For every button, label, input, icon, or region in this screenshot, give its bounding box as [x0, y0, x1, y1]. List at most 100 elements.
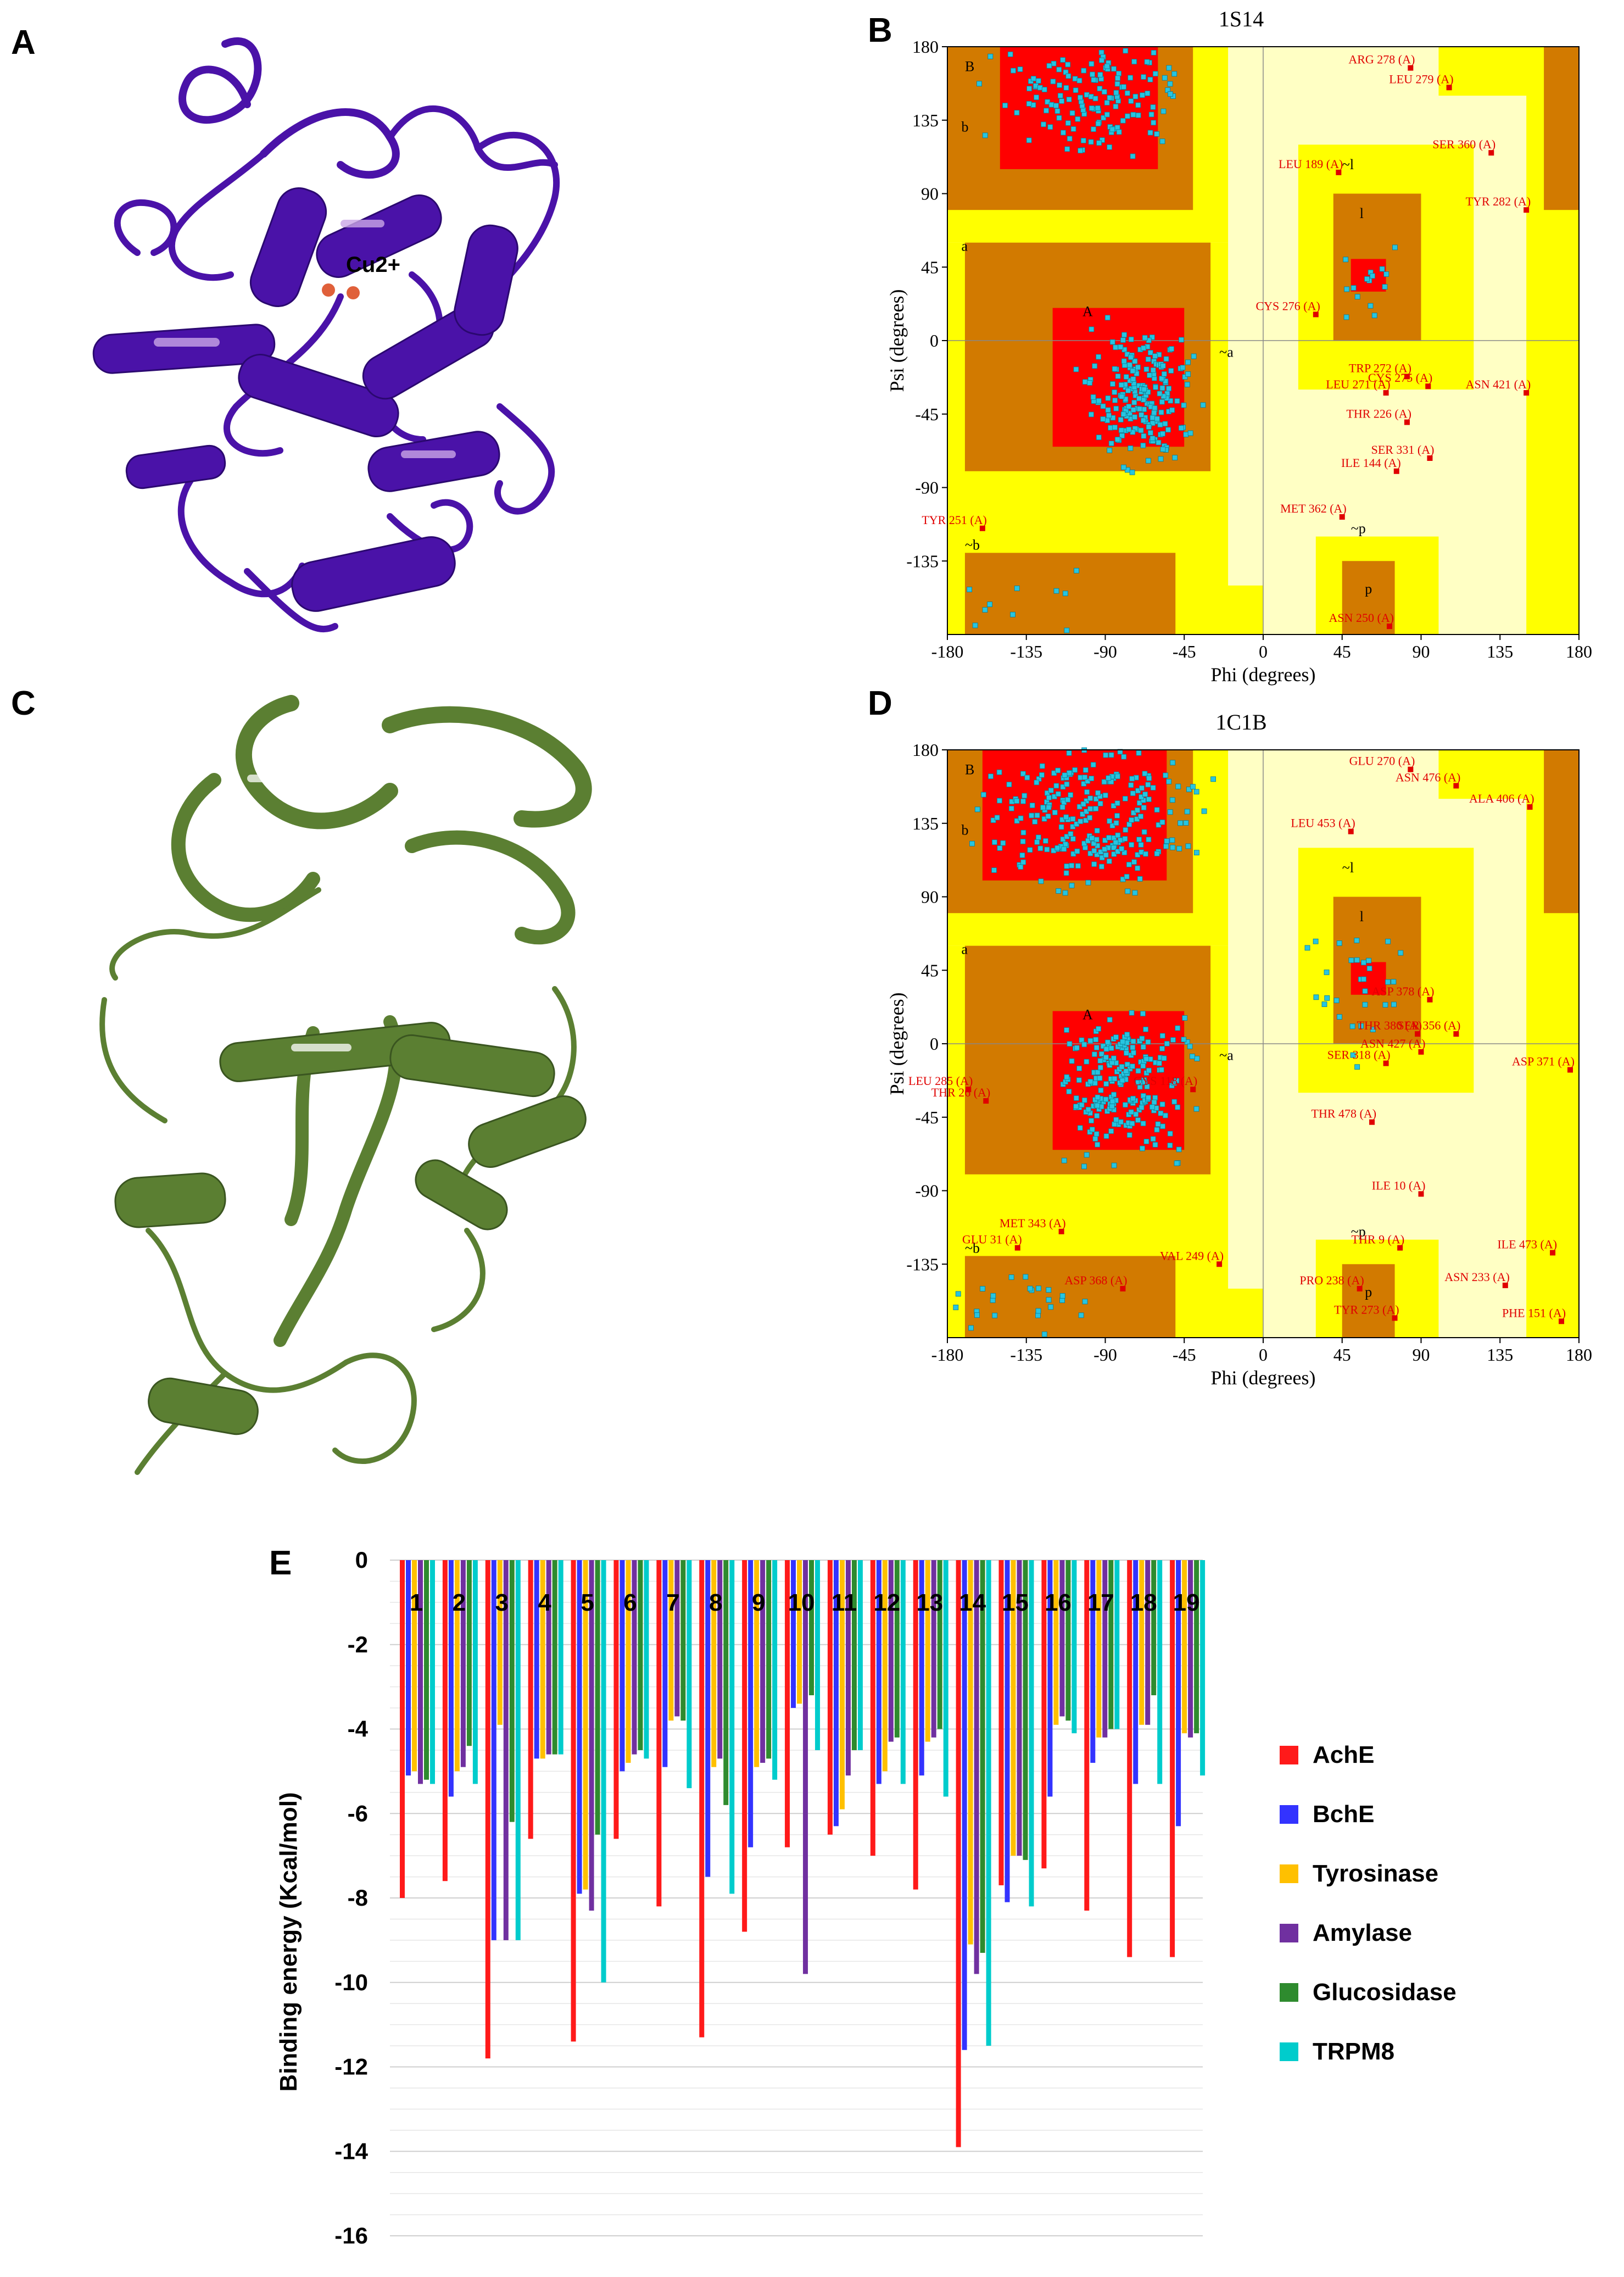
residue-point — [1141, 345, 1147, 351]
residue-point — [1098, 49, 1104, 55]
residue-point — [1112, 389, 1118, 395]
outlier-label: TYR 282 (A) — [1466, 194, 1531, 208]
residue-point — [1108, 779, 1114, 785]
residue-point — [1068, 831, 1074, 837]
residue-point — [1109, 1103, 1115, 1109]
residue-point — [1146, 458, 1151, 464]
residue-point — [1017, 66, 1023, 72]
residue-point — [1146, 1067, 1152, 1073]
residue-point — [1146, 1095, 1151, 1101]
y-tick-label: 180 — [912, 37, 939, 57]
residue-point — [1190, 784, 1196, 790]
bar-bche — [1090, 1560, 1096, 1763]
bar-glucosidase — [680, 1560, 686, 1721]
outlier-point — [1313, 311, 1319, 318]
residue-point — [1090, 394, 1096, 400]
region-label: l — [1360, 205, 1364, 221]
outlier-point — [1216, 1261, 1223, 1267]
residue-point — [1120, 337, 1126, 343]
bar-ache — [656, 1560, 662, 1907]
residue-point — [1180, 365, 1186, 371]
residue-point — [1129, 817, 1135, 823]
residue-point — [1085, 879, 1091, 886]
y-tick-label: 45 — [921, 257, 939, 277]
residue-point — [976, 81, 982, 87]
residue-point — [1115, 75, 1121, 81]
bar-trpm8 — [601, 1560, 606, 1983]
bar-trpm8 — [1157, 1560, 1163, 1784]
category-label: 14 — [959, 1589, 986, 1616]
residue-point — [1149, 1104, 1155, 1110]
residue-point — [1035, 78, 1041, 84]
residue-point — [1361, 976, 1366, 982]
residue-point — [1080, 801, 1086, 807]
residue-point — [1159, 1033, 1165, 1039]
x-tick-label: 90 — [1413, 642, 1430, 661]
residue-point — [1364, 276, 1370, 282]
bar-glucosidase — [466, 1560, 472, 1746]
residue-point — [1089, 61, 1095, 67]
bar-bche — [791, 1560, 796, 1708]
residue-point — [1111, 1162, 1117, 1168]
bar-tyrosinase — [1096, 1560, 1102, 1738]
residue-point — [1354, 957, 1360, 963]
residue-point — [1067, 1041, 1073, 1047]
ramachandran-plot-d: 1C1B Bb a Al p ~b ~a ~l ~p GLU 270 (A) ASN 476 (A… — [886, 714, 1592, 1389]
residue-point — [1064, 863, 1070, 869]
helix — [114, 1172, 226, 1228]
y-tick-label: -12 — [334, 2054, 368, 2080]
residue-point — [1035, 1312, 1041, 1318]
residue-point — [1078, 148, 1084, 154]
residue-point — [1019, 852, 1025, 858]
region-label: ~a — [1219, 1048, 1234, 1064]
residue-point — [1029, 812, 1035, 819]
bar-tyrosinase — [1053, 1560, 1059, 1725]
residue-point — [1074, 1045, 1080, 1051]
residue-point — [1092, 96, 1098, 102]
residue-point — [1053, 588, 1059, 594]
residue-point — [1093, 1037, 1099, 1043]
legend-item: TRPM8 — [1280, 2033, 1394, 2071]
residue-point — [1126, 861, 1132, 867]
residue-point — [1210, 776, 1216, 782]
residue-point — [1149, 415, 1156, 421]
region-label: b — [962, 822, 969, 838]
outlier-point — [1488, 150, 1494, 156]
ribbon-loop — [260, 108, 400, 179]
residue-point — [1040, 805, 1046, 810]
residue-point — [1183, 432, 1189, 437]
region-label: ~a — [1219, 344, 1234, 360]
residue-point — [1158, 409, 1164, 415]
residue-point — [1121, 754, 1127, 760]
residue-point — [1060, 57, 1066, 63]
residue-point — [1056, 115, 1062, 121]
protein-structure-a: Cu2+ — [92, 37, 560, 632]
residue-point — [1108, 1128, 1114, 1134]
bar-tyrosinase — [626, 1560, 631, 1763]
category-label: 2 — [453, 1589, 466, 1616]
bar-amylase — [888, 1560, 894, 1742]
residue-point — [1036, 1285, 1041, 1291]
residue-point — [1114, 800, 1120, 806]
outlier-label: CYS 118 (A) — [1134, 1074, 1198, 1088]
residue-point — [1006, 782, 1012, 787]
bar-bche — [620, 1560, 625, 1772]
residue-point — [1178, 425, 1184, 431]
residue-point — [1112, 1076, 1118, 1082]
residue-point — [1116, 70, 1121, 76]
x-tick-label: 90 — [1413, 1345, 1430, 1365]
residue-point — [1139, 412, 1145, 418]
residue-point — [1061, 130, 1066, 136]
residue-point — [1190, 1054, 1195, 1059]
residue-point — [1064, 627, 1070, 633]
residue-point — [1170, 1037, 1176, 1043]
residue-point — [1117, 837, 1123, 843]
outlier-label: TYR 273 (A) — [1334, 1302, 1399, 1316]
residue-point — [1333, 998, 1340, 1004]
residue-point — [1095, 1103, 1100, 1109]
residue-point — [1065, 73, 1071, 79]
residue-point — [1185, 371, 1191, 377]
residue-point — [1103, 1054, 1109, 1060]
residue-point — [1034, 780, 1040, 786]
residue-point — [1149, 436, 1156, 441]
